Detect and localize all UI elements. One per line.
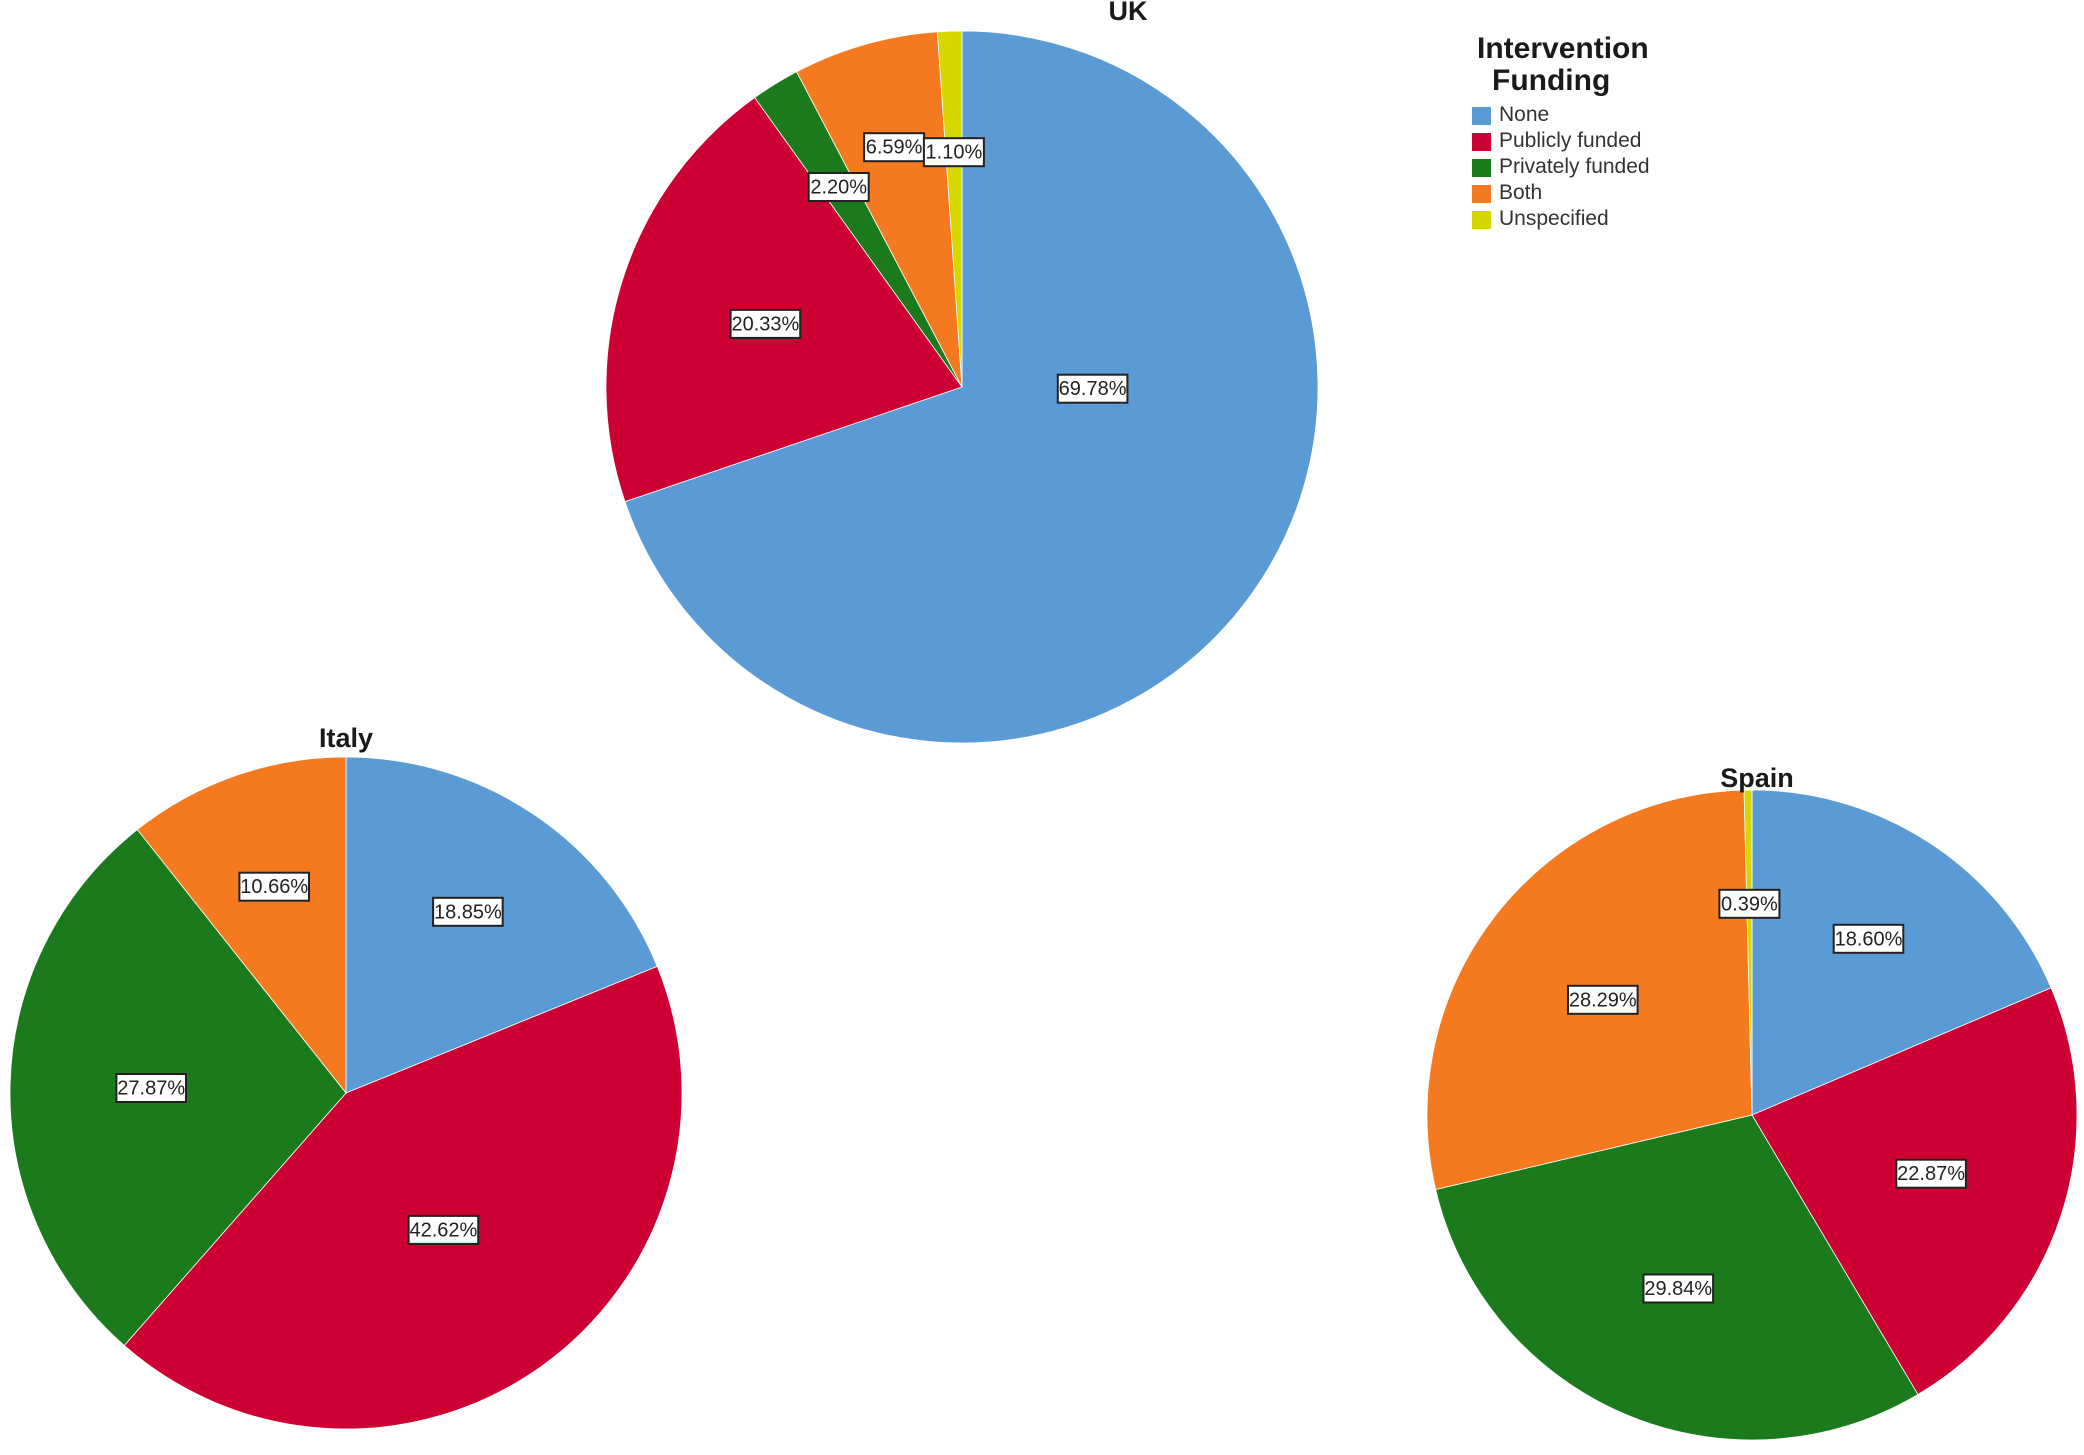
svg-text:0.39%: 0.39% (1721, 893, 1778, 915)
svg-text:10.66%: 10.66% (240, 876, 308, 898)
svg-text:Privately funded: Privately funded (1499, 155, 1650, 178)
svg-text:None: None (1499, 103, 1549, 126)
svg-text:Italy: Italy (319, 723, 373, 753)
svg-text:Publicly funded: Publicly funded (1499, 129, 1641, 152)
svg-text:Unspecified: Unspecified (1499, 207, 1609, 230)
svg-text:42.62%: 42.62% (409, 1219, 477, 1241)
svg-text:18.60%: 18.60% (1835, 928, 1903, 950)
svg-text:20.33%: 20.33% (731, 313, 799, 335)
svg-text:Intervention: Intervention (1477, 32, 1649, 65)
svg-text:27.87%: 27.87% (117, 1078, 185, 1100)
svg-text:6.59%: 6.59% (866, 137, 923, 159)
svg-text:1.10%: 1.10% (926, 142, 983, 164)
svg-text:69.78%: 69.78% (1059, 378, 1127, 400)
svg-text:29.84%: 29.84% (1644, 1278, 1712, 1300)
svg-text:Both: Both (1499, 181, 1542, 204)
svg-text:22.87%: 22.87% (1897, 1163, 1965, 1185)
svg-text:28.29%: 28.29% (1569, 989, 1637, 1011)
svg-text:UK: UK (1109, 0, 1148, 26)
svg-text:Spain: Spain (1720, 763, 1794, 793)
svg-text:2.20%: 2.20% (810, 177, 867, 199)
svg-text:Funding: Funding (1492, 64, 1610, 97)
svg-text:18.85%: 18.85% (434, 901, 502, 923)
